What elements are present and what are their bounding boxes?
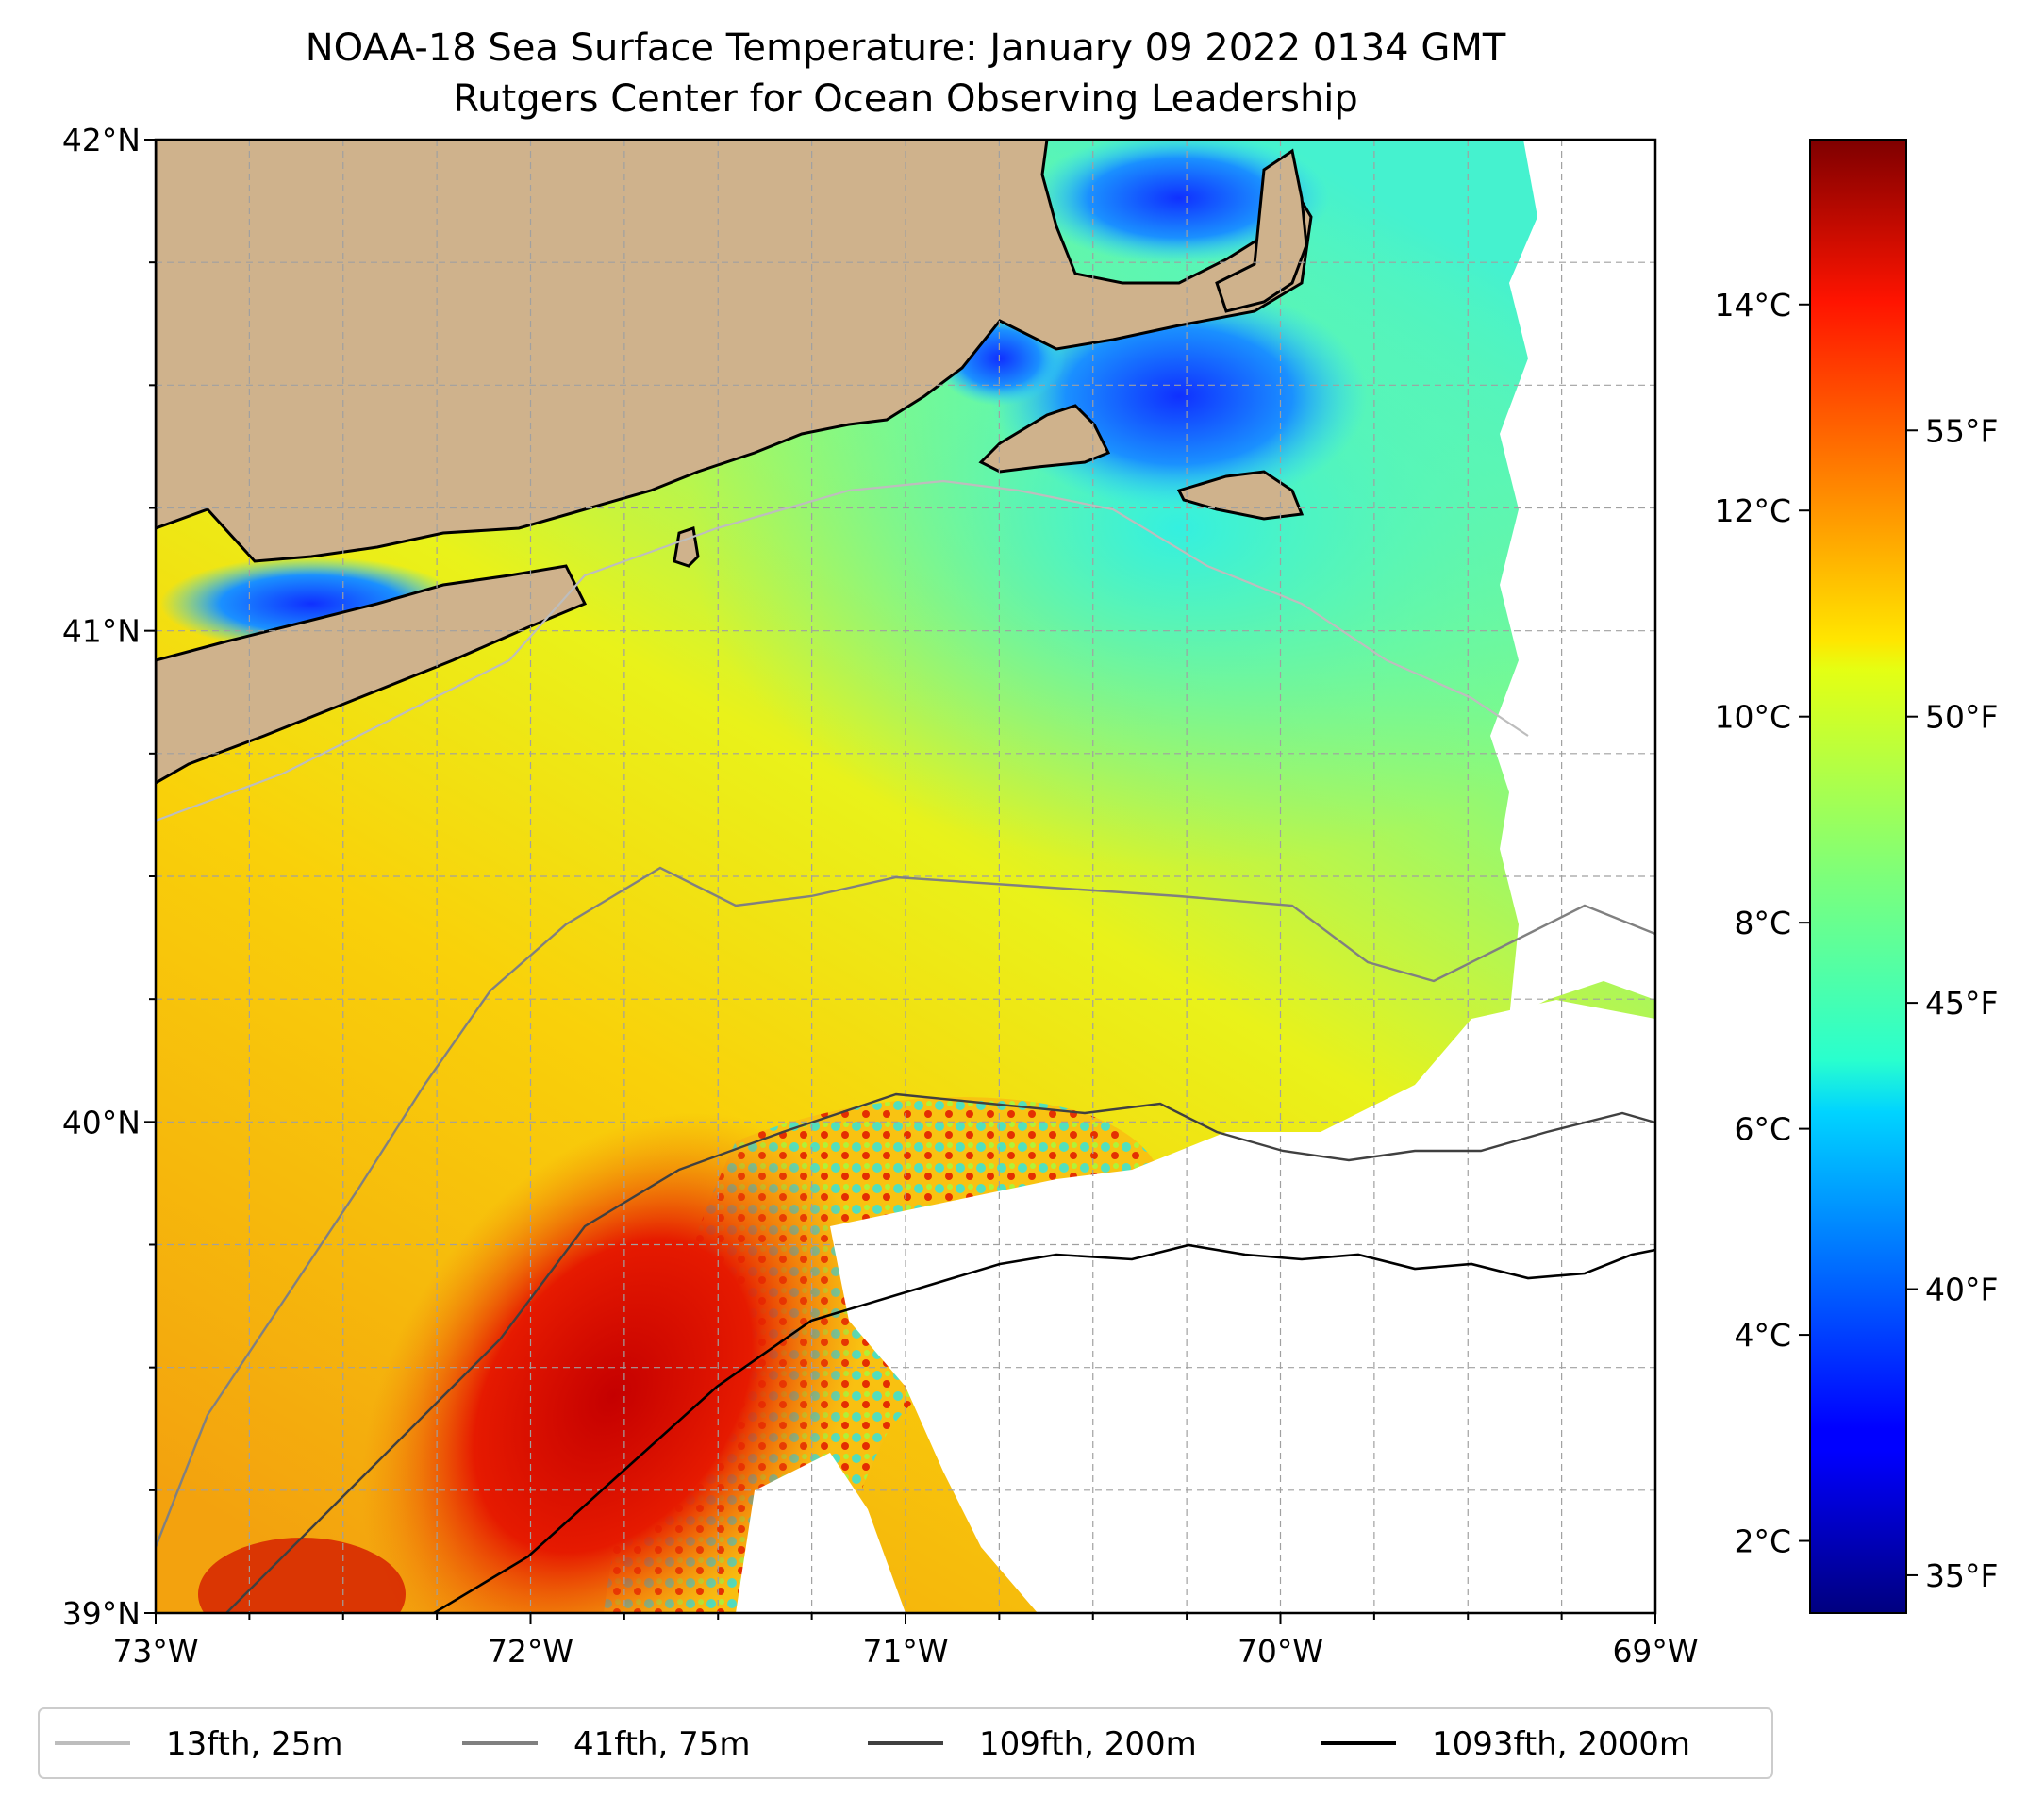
legend-label: 109fth, 200m: [979, 1725, 1197, 1763]
land-cape-cod: [1215, 148, 1308, 313]
legend: 13fth, 25m 41fth, 75m 109fth, 200m 1093fth,…: [55, 1725, 1690, 1763]
colorbar-celsius-axis: 2°C 4°C 6°C 8°C 10°C 12°C 14°C: [1714, 287, 1810, 1560]
contour-2000m: [433, 1243, 1655, 1613]
colorbar-c-tick-label: 2°C: [1734, 1523, 1791, 1560]
colorbar-c-tick-label: 12°C: [1714, 492, 1791, 529]
y-tick-label: 40°N: [62, 1104, 141, 1140]
x-tick-label: 70°W: [1238, 1633, 1323, 1670]
warm-core: [360, 1112, 866, 1613]
colorbar-f-tick-label: 50°F: [1925, 699, 1998, 736]
contour-200m: [225, 1092, 1655, 1613]
colorbar: [1809, 139, 1907, 1614]
map-title: NOAA-18 Sea Surface Temperature: January…: [306, 26, 1506, 70]
y-tick-label: 42°N: [62, 122, 141, 158]
y-tick-label: 41°N: [62, 613, 141, 650]
colorbar-f-tick-label: 40°F: [1925, 1272, 1998, 1308]
land-long-island: [156, 564, 588, 785]
land-block-island: [673, 526, 700, 568]
x-tick-label: 73°W: [112, 1633, 198, 1670]
colorbar-c-tick-label: 6°C: [1734, 1111, 1791, 1148]
x-tick-label: 71°W: [862, 1633, 948, 1670]
contour-75m: [156, 866, 1655, 1548]
cold-bay-water-north: [1028, 140, 1330, 264]
cloud-mask-south: [830, 1000, 1655, 1613]
colorbar-c-tick-label: 8°C: [1734, 905, 1791, 941]
x-tick-label: 72°W: [488, 1633, 573, 1670]
warm-core-south: [198, 1538, 406, 1613]
colorbar-f-tick-label: 55°F: [1925, 412, 1998, 449]
colorbar-fahrenheit-axis: 35°F 40°F 45°F 50°F 55°F: [1906, 412, 1998, 1594]
legend-label: 1093fth, 2000m: [1432, 1725, 1690, 1763]
cloud-mask-sw: [736, 1453, 906, 1613]
x-axis: 73°W 72°W 71°W 70°W 69°W: [112, 1613, 1699, 1670]
colorbar-c-tick-label: 14°C: [1714, 287, 1791, 324]
map-subtitle: Rutgers Center for Ocean Observing Leade…: [453, 77, 1358, 121]
cloud-mask-east: [1490, 140, 1655, 1019]
legend-label: 13fth, 25m: [166, 1725, 343, 1763]
x-tick-label: 69°W: [1612, 1633, 1698, 1670]
map-grid: [156, 140, 1655, 1613]
contour-25m: [156, 479, 1529, 823]
y-axis: 42°N 41°N 40°N 39°N: [62, 122, 156, 1632]
legend-label: 41fth, 75m: [573, 1725, 751, 1763]
map-panel: [156, 140, 1655, 1613]
land-nantucket: [1176, 470, 1305, 521]
colorbar-c-tick-label: 10°C: [1714, 699, 1791, 736]
land-new-england: [156, 140, 1313, 563]
colorbar-f-tick-label: 35°F: [1925, 1557, 1998, 1594]
land-marthas-vineyard: [978, 404, 1111, 474]
y-tick-label: 39°N: [62, 1595, 141, 1632]
colorbar-f-tick-label: 45°F: [1925, 985, 1998, 1022]
colorbar-c-tick-label: 4°C: [1734, 1317, 1791, 1354]
